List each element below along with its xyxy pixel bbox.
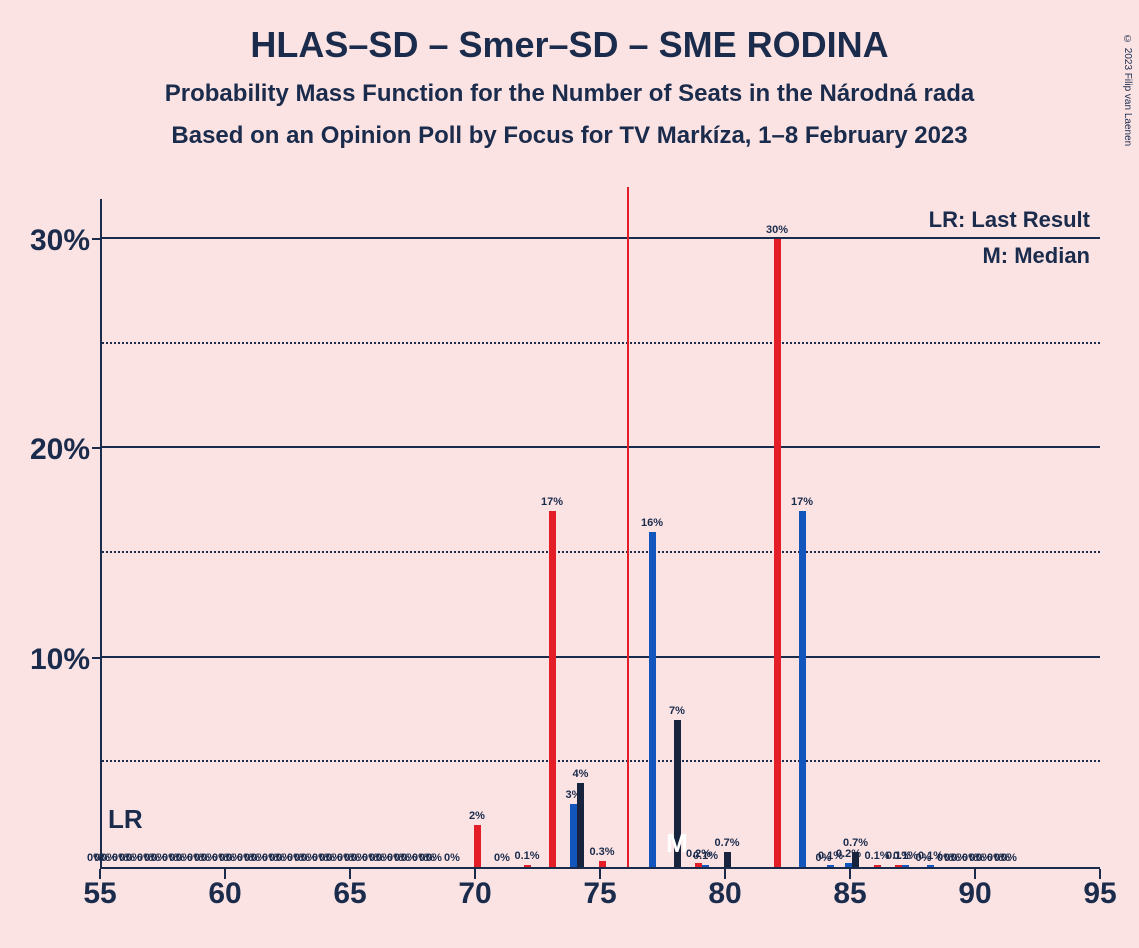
lr-marker: LR bbox=[108, 804, 143, 835]
grid-minor bbox=[102, 760, 1100, 762]
bar bbox=[474, 825, 481, 867]
bar bbox=[927, 865, 934, 867]
bar bbox=[774, 239, 781, 867]
bar-label: 0.1% bbox=[893, 850, 918, 862]
bar-label: 7% bbox=[669, 705, 685, 717]
bar-label: 0% bbox=[444, 852, 460, 864]
bar bbox=[570, 804, 577, 867]
grid-minor bbox=[102, 342, 1100, 344]
y-tick-label: 20% bbox=[10, 433, 90, 467]
bar bbox=[845, 863, 852, 867]
bar-label: 0.1% bbox=[693, 850, 718, 862]
bar-label: 0% bbox=[494, 852, 510, 864]
x-tick-label: 80 bbox=[708, 877, 741, 911]
y-tick-mark bbox=[92, 657, 102, 659]
x-tick-label: 60 bbox=[208, 877, 241, 911]
chart-subtitle-2: Based on an Opinion Poll by Focus for TV… bbox=[0, 122, 1139, 150]
bar-label: 17% bbox=[791, 496, 813, 508]
bar bbox=[874, 865, 881, 867]
bar bbox=[827, 865, 834, 867]
median-marker: M bbox=[666, 828, 688, 859]
bar bbox=[702, 865, 709, 867]
grid-major bbox=[102, 656, 1100, 658]
copyright-text: © 2023 Filip van Laenen bbox=[1122, 34, 1133, 146]
legend-m: M: Median bbox=[982, 243, 1090, 269]
x-tick-label: 95 bbox=[1083, 877, 1116, 911]
bar bbox=[724, 852, 731, 867]
x-tick-label: 75 bbox=[583, 877, 616, 911]
bar-label: 0% bbox=[426, 852, 442, 864]
bar bbox=[799, 511, 806, 867]
bar bbox=[902, 865, 909, 867]
bar-label: 0% bbox=[1001, 852, 1017, 864]
chart-subtitle-1: Probability Mass Function for the Number… bbox=[0, 80, 1139, 108]
bar-label: 0.1% bbox=[514, 850, 539, 862]
bar bbox=[895, 865, 902, 867]
bar-label: 4% bbox=[573, 768, 589, 780]
x-tick-label: 85 bbox=[833, 877, 866, 911]
bar-label: 0.3% bbox=[589, 846, 614, 858]
y-tick-label: 10% bbox=[10, 643, 90, 677]
x-tick-label: 55 bbox=[83, 877, 116, 911]
legend-lr: LR: Last Result bbox=[929, 207, 1090, 233]
bar bbox=[599, 861, 606, 867]
grid-major bbox=[102, 237, 1100, 239]
plot-area: 0%0%0%0%0%0%0%0%0%0%0%0%0%0%0%0%0%0%0%0%… bbox=[100, 199, 1100, 869]
y-tick-mark bbox=[92, 447, 102, 449]
median-line bbox=[627, 187, 629, 867]
x-tick-label: 70 bbox=[458, 877, 491, 911]
chart-title: HLAS–SD – Smer–SD – SME RODINA bbox=[0, 24, 1139, 66]
bar bbox=[852, 852, 859, 867]
bar-label: 16% bbox=[641, 517, 663, 529]
grid-minor bbox=[102, 551, 1100, 553]
bar-label: 2% bbox=[469, 810, 485, 822]
bar bbox=[695, 863, 702, 867]
bar-label: 17% bbox=[541, 496, 563, 508]
x-tick-label: 90 bbox=[958, 877, 991, 911]
bar-label: 30% bbox=[766, 224, 788, 236]
bar-label: 0.7% bbox=[714, 837, 739, 849]
bar bbox=[649, 532, 656, 867]
bar-label: 0.7% bbox=[843, 837, 868, 849]
y-tick-mark bbox=[92, 238, 102, 240]
y-tick-label: 30% bbox=[10, 224, 90, 258]
bar bbox=[577, 783, 584, 867]
chart-area: 0%0%0%0%0%0%0%0%0%0%0%0%0%0%0%0%0%0%0%0%… bbox=[100, 199, 1100, 869]
x-tick-label: 65 bbox=[333, 877, 366, 911]
bar bbox=[524, 865, 531, 867]
bar bbox=[549, 511, 556, 867]
grid-major bbox=[102, 446, 1100, 448]
